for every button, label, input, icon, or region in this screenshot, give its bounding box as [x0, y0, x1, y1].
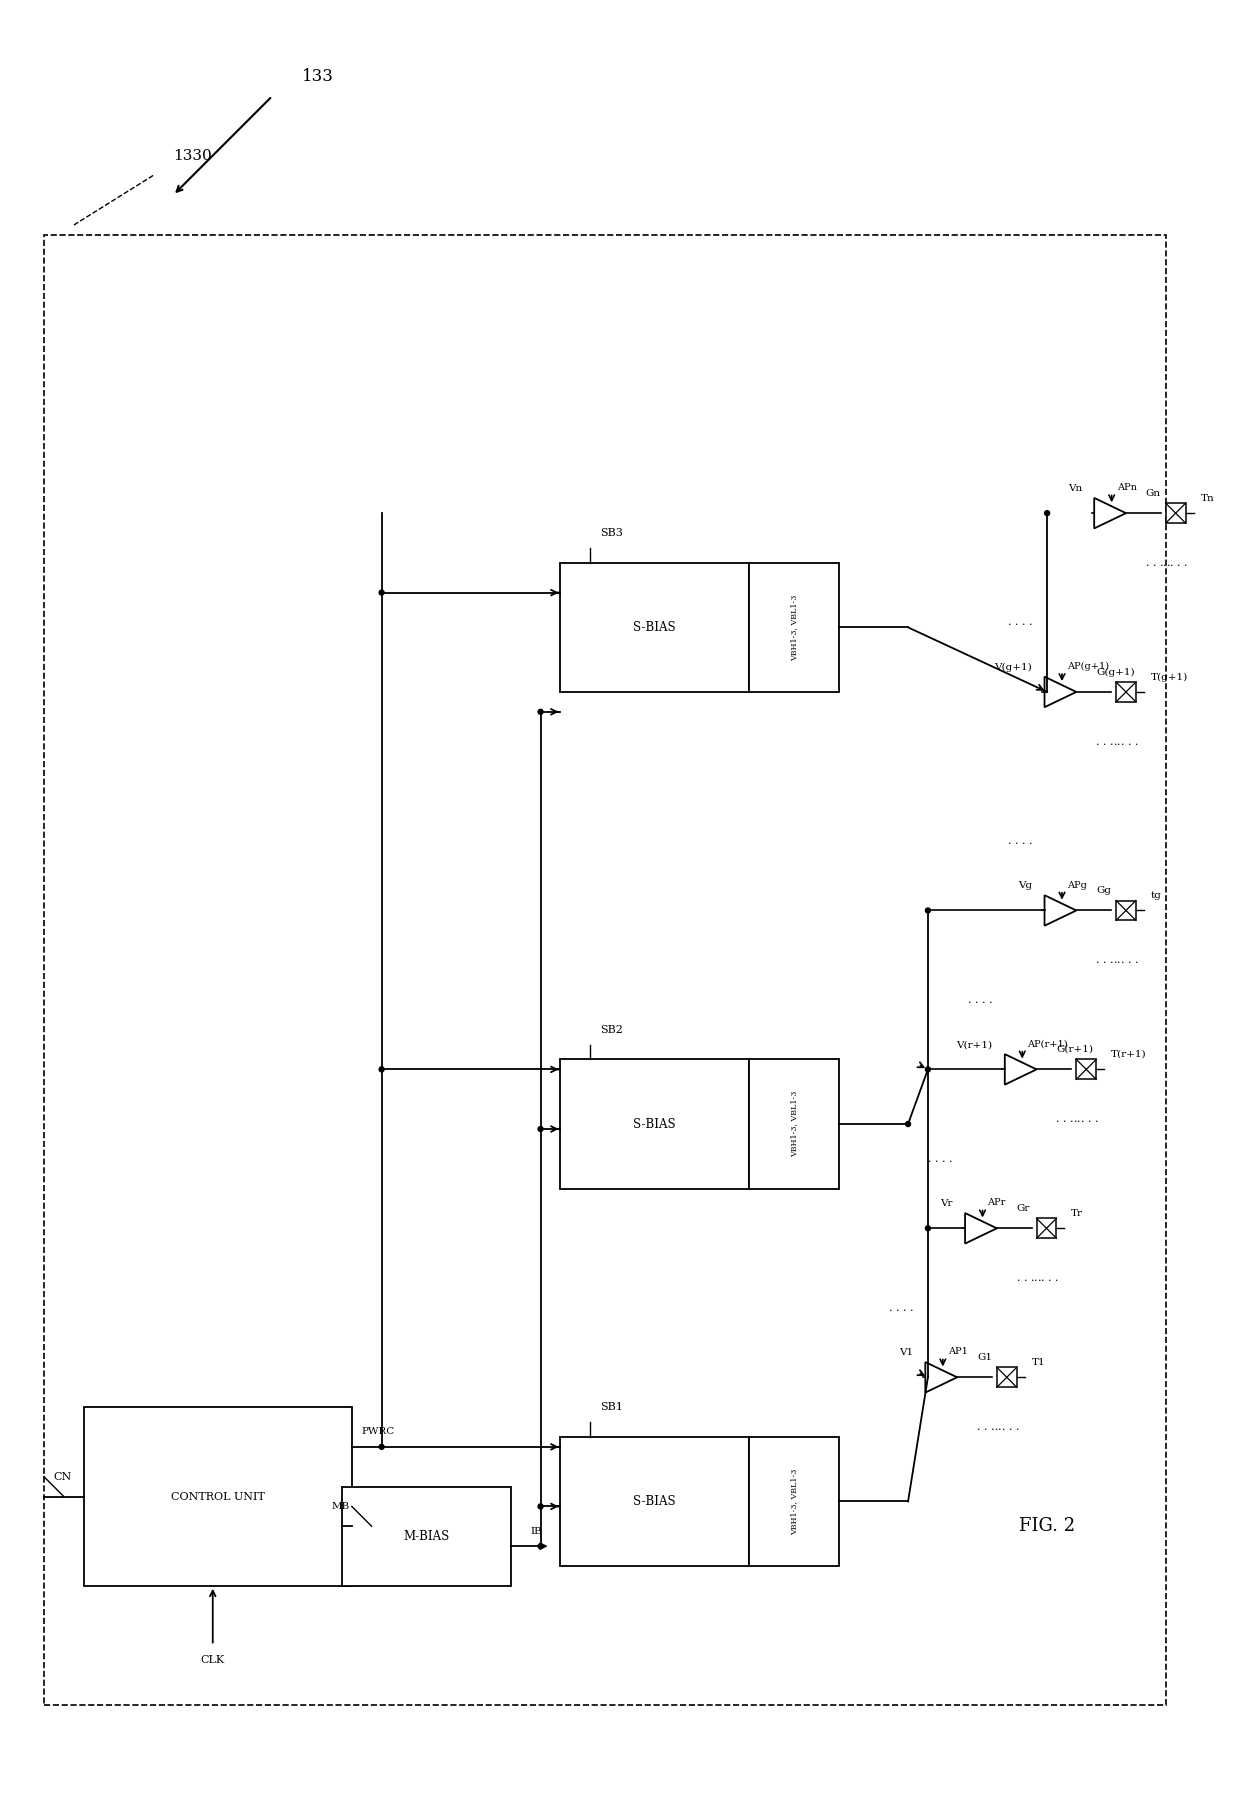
Bar	[1166, 503, 1185, 523]
Text: IB: IB	[531, 1527, 542, 1536]
Text: APg: APg	[1066, 880, 1086, 889]
Text: APn: APn	[1117, 484, 1137, 493]
Text: . . . .: . . . .	[1096, 954, 1121, 965]
Bar	[43, 235, 1167, 1706]
Text: AP(g+1): AP(g+1)	[1066, 663, 1109, 672]
Text: CLK: CLK	[201, 1655, 224, 1666]
Text: . . . .: . . . .	[1034, 1273, 1059, 1282]
Text: M-BIAS: M-BIAS	[403, 1530, 449, 1543]
Text: . . . .: . . . .	[1163, 558, 1188, 569]
Text: . . . .: . . . .	[1008, 618, 1032, 627]
Circle shape	[538, 1543, 543, 1548]
Text: PWRC: PWRC	[362, 1427, 396, 1436]
Bar	[1037, 1219, 1056, 1239]
Bar	[560, 1436, 749, 1567]
Text: Gg: Gg	[1096, 886, 1111, 895]
Circle shape	[379, 1067, 384, 1072]
Text: SB2: SB2	[600, 1025, 622, 1034]
Circle shape	[925, 1226, 930, 1231]
Text: . . . .: . . . .	[1056, 1114, 1081, 1125]
Text: MB: MB	[332, 1501, 350, 1510]
Text: APr: APr	[987, 1199, 1006, 1208]
Circle shape	[538, 1503, 543, 1509]
Text: V1: V1	[899, 1347, 913, 1356]
Circle shape	[925, 907, 930, 913]
Text: . . . .: . . . .	[1096, 737, 1121, 746]
Text: V(r+1): V(r+1)	[956, 1040, 992, 1049]
Circle shape	[905, 1121, 910, 1126]
Circle shape	[379, 1445, 384, 1449]
Text: . . . .: . . . .	[994, 1422, 1019, 1433]
Text: S-BIAS: S-BIAS	[634, 1117, 676, 1130]
Text: Tr: Tr	[1071, 1210, 1084, 1219]
Bar	[560, 1059, 749, 1188]
Text: . . . .: . . . .	[1114, 954, 1138, 965]
Bar	[342, 1487, 511, 1586]
Bar	[1116, 683, 1136, 703]
Text: S-BIAS: S-BIAS	[634, 1494, 676, 1509]
Text: T(g+1): T(g+1)	[1151, 672, 1188, 681]
Text: 133: 133	[303, 67, 334, 85]
Text: . . . .: . . . .	[977, 1422, 1002, 1433]
Text: . . . .: . . . .	[1008, 837, 1032, 846]
Text: . . . .: . . . .	[1146, 558, 1171, 569]
Circle shape	[1044, 511, 1049, 516]
Text: S-BIAS: S-BIAS	[634, 621, 676, 634]
Text: Tn: Tn	[1200, 494, 1214, 503]
Bar	[1116, 900, 1136, 920]
Text: CN: CN	[53, 1472, 72, 1481]
Bar	[997, 1367, 1017, 1387]
Circle shape	[538, 1126, 543, 1132]
Bar	[1076, 1059, 1096, 1079]
Text: VBH1-3, VBL1-3: VBH1-3, VBL1-3	[790, 594, 797, 661]
Text: Gn: Gn	[1146, 489, 1161, 498]
Text: SB1: SB1	[600, 1402, 622, 1413]
Text: G1: G1	[977, 1353, 992, 1362]
Circle shape	[538, 710, 543, 714]
Bar	[749, 1059, 838, 1188]
Text: FIG. 2: FIG. 2	[1019, 1518, 1075, 1536]
Text: Vn: Vn	[1068, 484, 1081, 493]
Text: . . . .: . . . .	[1074, 1114, 1099, 1125]
Text: T(r+1): T(r+1)	[1111, 1050, 1147, 1059]
Bar	[83, 1407, 352, 1586]
Bar	[560, 563, 749, 692]
Bar	[749, 563, 838, 692]
Text: VBH1-3, VBL1-3: VBH1-3, VBL1-3	[790, 1469, 797, 1534]
Bar	[749, 1436, 838, 1567]
Text: Vg: Vg	[1018, 882, 1032, 891]
Text: . . . .: . . . .	[929, 1154, 952, 1164]
Text: AP(r+1): AP(r+1)	[1027, 1040, 1068, 1049]
Text: T1: T1	[1032, 1358, 1045, 1367]
Text: . . . .: . . . .	[968, 994, 992, 1005]
Text: VBH1-3, VBL1-3: VBH1-3, VBL1-3	[790, 1090, 797, 1157]
Circle shape	[379, 590, 384, 596]
Text: . . . .: . . . .	[889, 1302, 913, 1313]
Text: SB3: SB3	[600, 529, 622, 538]
Text: CONTROL UNIT: CONTROL UNIT	[171, 1492, 264, 1501]
Text: AP1: AP1	[947, 1347, 967, 1356]
Text: Vr: Vr	[940, 1199, 952, 1208]
Text: tg: tg	[1151, 891, 1162, 900]
Text: G(r+1): G(r+1)	[1056, 1045, 1094, 1054]
Text: V(g+1): V(g+1)	[994, 663, 1032, 672]
Text: 1330: 1330	[174, 149, 212, 163]
Text: . . . .: . . . .	[1017, 1273, 1042, 1282]
Text: G(g+1): G(g+1)	[1096, 668, 1135, 677]
Text: Gr: Gr	[1017, 1204, 1030, 1213]
Circle shape	[925, 1067, 930, 1072]
Text: . . . .: . . . .	[1114, 737, 1138, 746]
